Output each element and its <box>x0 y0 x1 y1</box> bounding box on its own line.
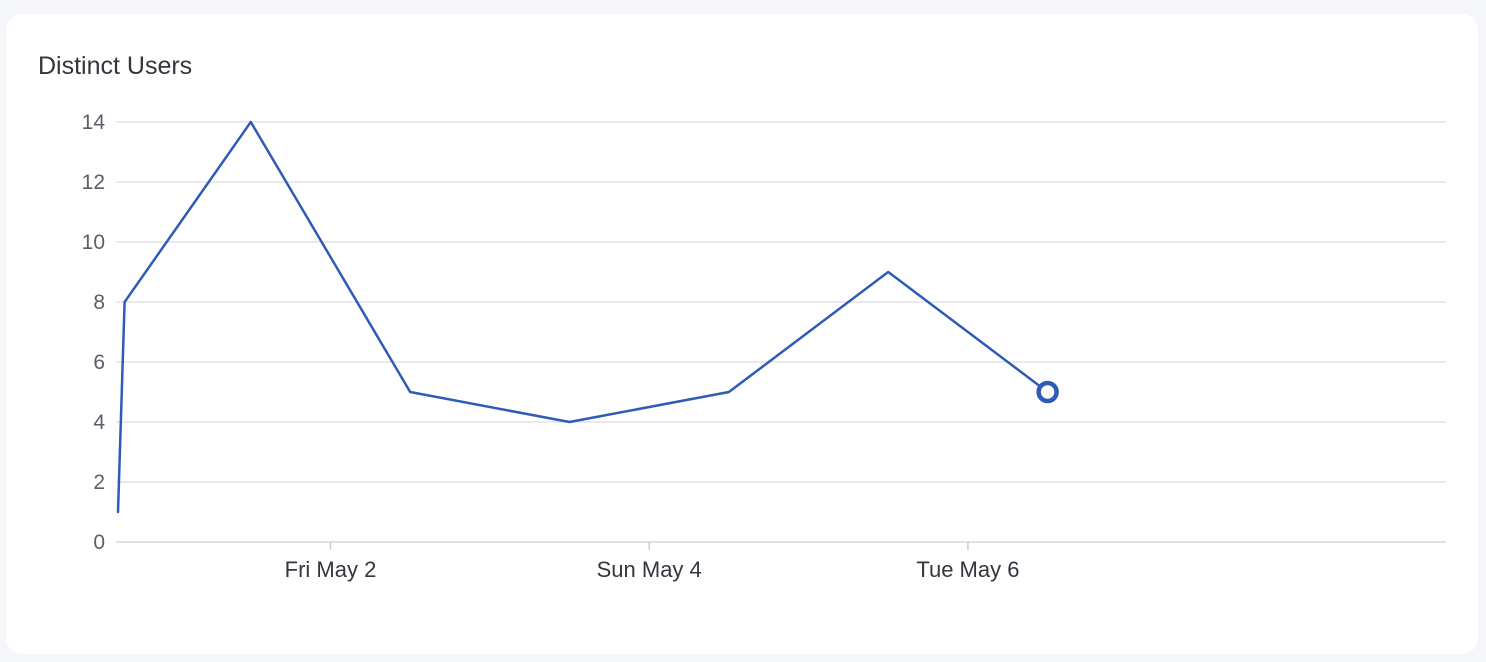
y-tick-label-10: 10 <box>82 231 105 254</box>
y-tick-label-2: 2 <box>93 471 105 494</box>
y-axis: 0 2 4 6 8 10 12 14 <box>82 111 106 554</box>
x-tick-label-2: Tue May 6 <box>916 557 1019 582</box>
series-group <box>116 120 1059 514</box>
series-line-0 <box>116 120 1049 514</box>
y-tick-label-8: 8 <box>93 291 105 314</box>
chart-title: Distinct Users <box>38 52 193 80</box>
series-point-highlight[interactable] <box>1036 380 1059 404</box>
x-tick-label-1: Sun May 4 <box>597 557 702 582</box>
y-tick-label-0: 0 <box>93 531 105 554</box>
y-tick-label-12: 12 <box>82 171 105 194</box>
y-tick-label-14: 14 <box>82 111 106 134</box>
chart-card <box>6 14 1478 654</box>
grid-lines <box>116 121 1446 543</box>
y-tick-label-6: 6 <box>93 351 105 374</box>
x-tick-label-0: Fri May 2 <box>285 557 377 582</box>
x-axis: Fri May 2 Sun May 4 Tue May 6 <box>285 542 1019 582</box>
y-tick-label-4: 4 <box>93 411 105 434</box>
